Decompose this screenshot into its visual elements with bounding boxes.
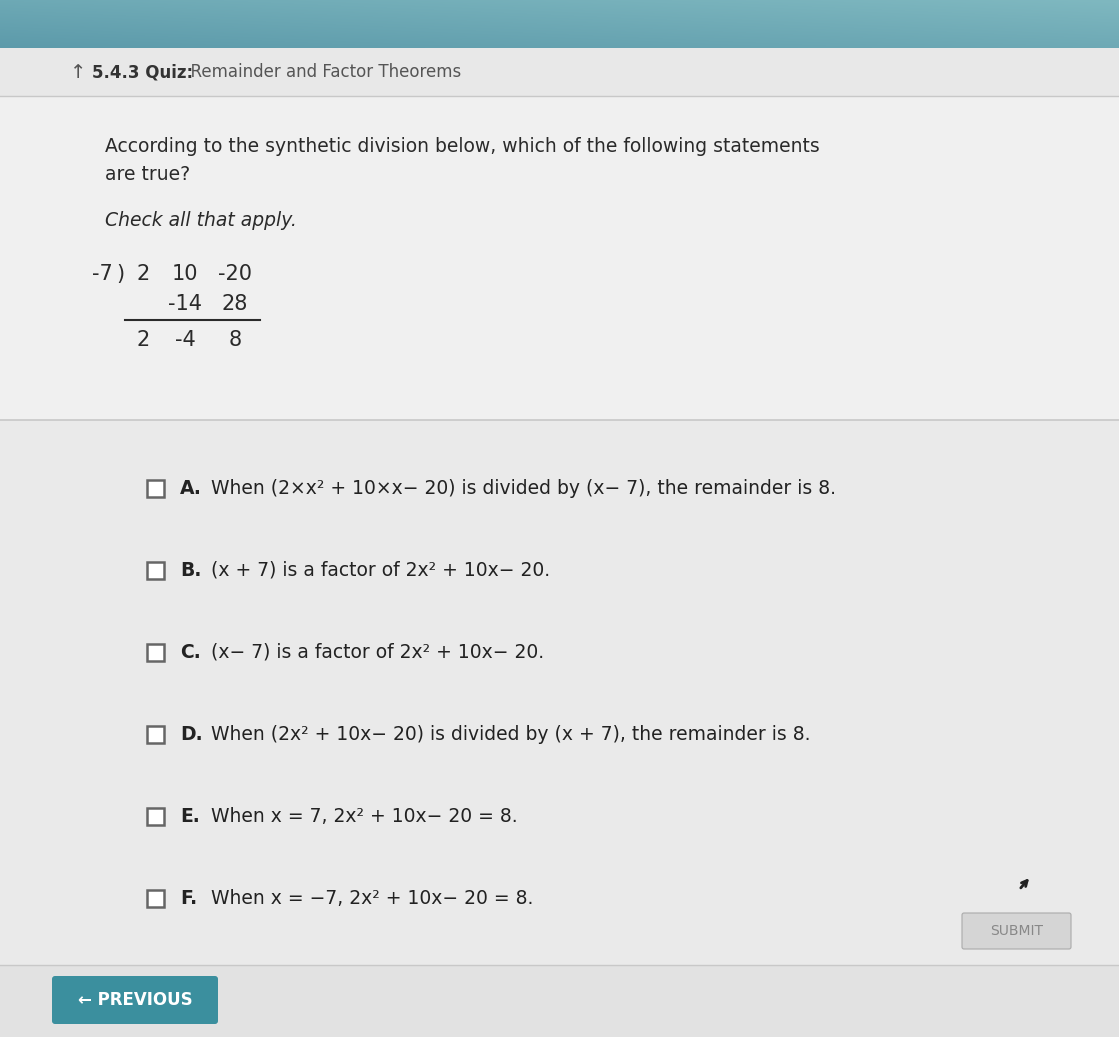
Text: E.: E. bbox=[180, 807, 200, 825]
Text: ↑: ↑ bbox=[70, 62, 86, 82]
Text: When x = 7, 2x² + 10x− 20 = 8.: When x = 7, 2x² + 10x− 20 = 8. bbox=[205, 807, 518, 825]
Text: When (2x² + 10x− 20) is divided by (x + 7), the remainder is 8.: When (2x² + 10x− 20) is divided by (x + … bbox=[205, 725, 810, 744]
Text: 2: 2 bbox=[137, 330, 150, 351]
Text: ): ) bbox=[116, 264, 124, 284]
Text: When x = −7, 2x² + 10x− 20 = 8.: When x = −7, 2x² + 10x− 20 = 8. bbox=[205, 889, 534, 907]
Text: -7: -7 bbox=[92, 264, 113, 284]
Bar bbox=[0, 48, 1119, 96]
Text: According to the synthetic division below, which of the following statements: According to the synthetic division belo… bbox=[105, 137, 820, 156]
Text: -4: -4 bbox=[175, 330, 196, 351]
Text: C.: C. bbox=[180, 643, 200, 662]
Text: D.: D. bbox=[180, 725, 203, 744]
Bar bbox=[147, 726, 163, 742]
Text: -14: -14 bbox=[168, 295, 203, 314]
Text: 10: 10 bbox=[171, 264, 198, 284]
Text: ← PREVIOUS: ← PREVIOUS bbox=[77, 991, 192, 1009]
Text: F.: F. bbox=[180, 889, 197, 907]
Text: A.: A. bbox=[180, 478, 201, 498]
Bar bbox=[147, 808, 163, 824]
Text: Remainder and Factor Theorems: Remainder and Factor Theorems bbox=[180, 63, 461, 81]
Text: are true?: are true? bbox=[105, 165, 190, 184]
Text: Check all that apply.: Check all that apply. bbox=[105, 212, 297, 230]
Text: 28: 28 bbox=[222, 295, 248, 314]
FancyBboxPatch shape bbox=[962, 913, 1071, 949]
Text: SUBMIT: SUBMIT bbox=[990, 924, 1043, 938]
Text: When (2×x² + 10×x− 20) is divided by (x− 7), the remainder is 8.: When (2×x² + 10×x− 20) is divided by (x−… bbox=[205, 478, 836, 498]
Text: B.: B. bbox=[180, 561, 201, 580]
Bar bbox=[147, 479, 163, 497]
Bar bbox=[0, 420, 1119, 965]
Text: (x + 7) is a factor of 2x² + 10x− 20.: (x + 7) is a factor of 2x² + 10x− 20. bbox=[205, 561, 551, 580]
Bar bbox=[147, 890, 163, 906]
Text: 5.4.3 Quiz:: 5.4.3 Quiz: bbox=[92, 63, 194, 81]
Bar bbox=[0, 96, 1119, 426]
FancyBboxPatch shape bbox=[51, 976, 218, 1024]
Text: 2: 2 bbox=[137, 264, 150, 284]
Text: (x− 7) is a factor of 2x² + 10x− 20.: (x− 7) is a factor of 2x² + 10x− 20. bbox=[205, 643, 544, 662]
Text: 8: 8 bbox=[228, 330, 242, 351]
Bar bbox=[0, 965, 1119, 1037]
Text: -20: -20 bbox=[218, 264, 252, 284]
Bar bbox=[147, 561, 163, 579]
Bar bbox=[147, 644, 163, 661]
